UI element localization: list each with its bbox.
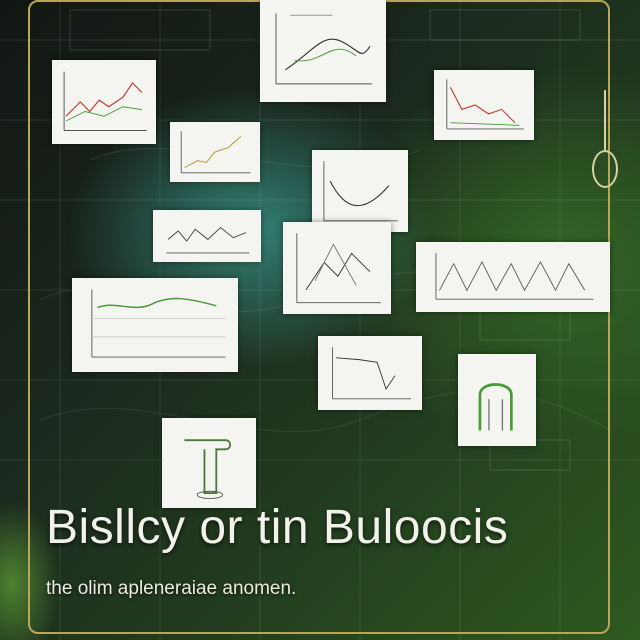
headline: Bisllcy or tin Buloocis: [46, 501, 509, 554]
decay-plot-thumbnail: [446, 79, 524, 130]
chart-card-7: [283, 222, 391, 314]
chart-card-4: [170, 122, 260, 182]
tangle-plot-thumbnail: [275, 13, 372, 85]
wave-plot-thumbnail: [166, 226, 250, 254]
curve-plot-thumbnail: [323, 161, 398, 222]
chart-card-11: [458, 354, 536, 446]
plant-sketch-icon: [478, 383, 513, 431]
green-line-plot-thumbnail: [91, 289, 226, 358]
gear-stem: [604, 90, 606, 150]
chart-card-10: [318, 336, 422, 410]
subline: the olim apleneraiae anomen.: [46, 578, 297, 599]
chart-card-3: [434, 70, 534, 140]
chart-card-1: [52, 60, 156, 144]
chart-card-6: [153, 210, 261, 262]
drop-plot-thumbnail: [332, 347, 412, 400]
oscillation-plot-thumbnail: [435, 253, 594, 300]
rising-plot-thumbnail: [180, 131, 251, 174]
chart-card-12: [162, 418, 256, 508]
chart-card-9: [72, 278, 238, 372]
pipe-sketch-icon: [184, 439, 232, 499]
moss-decoration: [0, 500, 60, 640]
chart-card-5: [312, 150, 408, 232]
line-plot-thumbnail: [63, 71, 147, 131]
gear-icon: [592, 150, 618, 188]
chart-card-8: [416, 242, 610, 312]
branch-plot-thumbnail: [296, 233, 381, 304]
chart-card-2: [260, 0, 386, 102]
